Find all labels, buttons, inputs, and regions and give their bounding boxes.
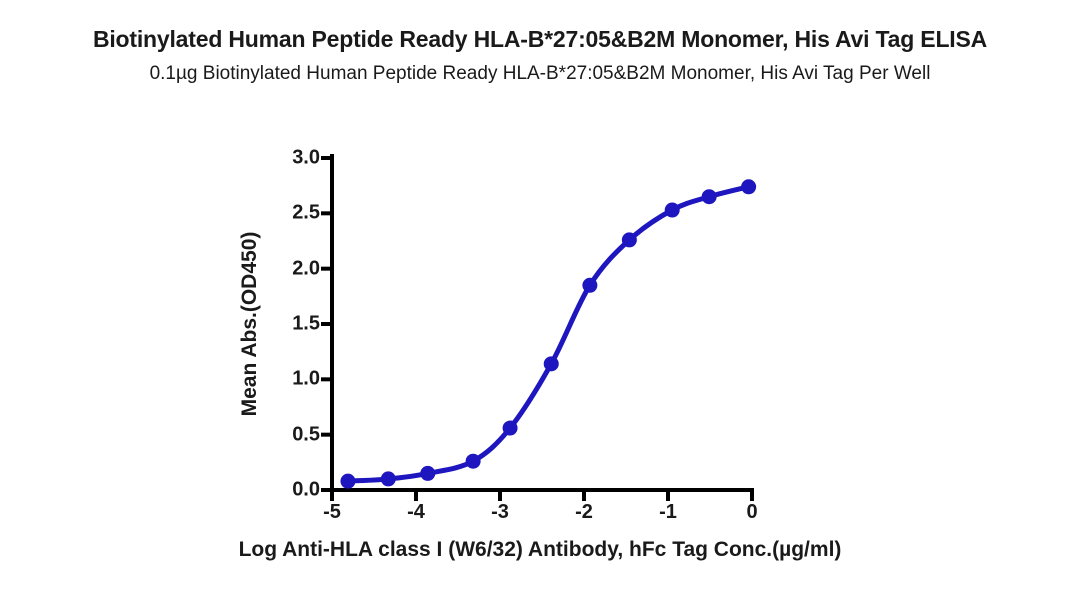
x-tick-label: 0 — [746, 501, 758, 523]
x-axis-title: Log Anti-HLA class I (W6/32) Antibody, h… — [238, 538, 842, 561]
y-tick-label: 1.0 — [292, 367, 320, 390]
data-point-marker — [543, 356, 559, 372]
y-tick-label: 1.5 — [292, 312, 320, 335]
data-point-marker — [340, 473, 356, 489]
y-tick-label: 0.5 — [292, 423, 320, 446]
x-tick-label: -4 — [407, 501, 425, 523]
data-point-marker — [502, 420, 518, 436]
x-tick-label: -3 — [491, 501, 509, 523]
y-tick-label: 0.0 — [292, 478, 320, 501]
y-tick-label: 3.0 — [292, 146, 320, 169]
y-tick-label: 2.0 — [292, 257, 320, 280]
x-tick-label: -1 — [659, 501, 677, 523]
data-point-marker — [621, 232, 637, 248]
data-point-marker — [380, 471, 396, 487]
figure-title: Biotinylated Human Peptide Ready HLA-B*2… — [92, 26, 988, 52]
data-point-marker — [465, 453, 481, 469]
data-point-marker — [741, 179, 757, 195]
x-tick-label: -5 — [323, 501, 341, 523]
x-tick-label: -2 — [575, 501, 593, 523]
y-tick-label: 2.5 — [292, 201, 320, 224]
data-point-marker — [701, 189, 717, 205]
data-series-group — [340, 179, 757, 489]
figure-subtitle: 0.1µg Biotinylated Human Peptide Ready H… — [149, 63, 931, 84]
data-point-marker — [664, 202, 680, 218]
data-point-marker — [582, 277, 598, 293]
data-line — [345, 184, 752, 484]
y-tick-label-group: 0.0 0.5 1.0 1.5 2.0 2.5 3.0 — [268, 0, 320, 597]
axes-group — [321, 154, 754, 501]
data-point-marker — [420, 465, 436, 481]
